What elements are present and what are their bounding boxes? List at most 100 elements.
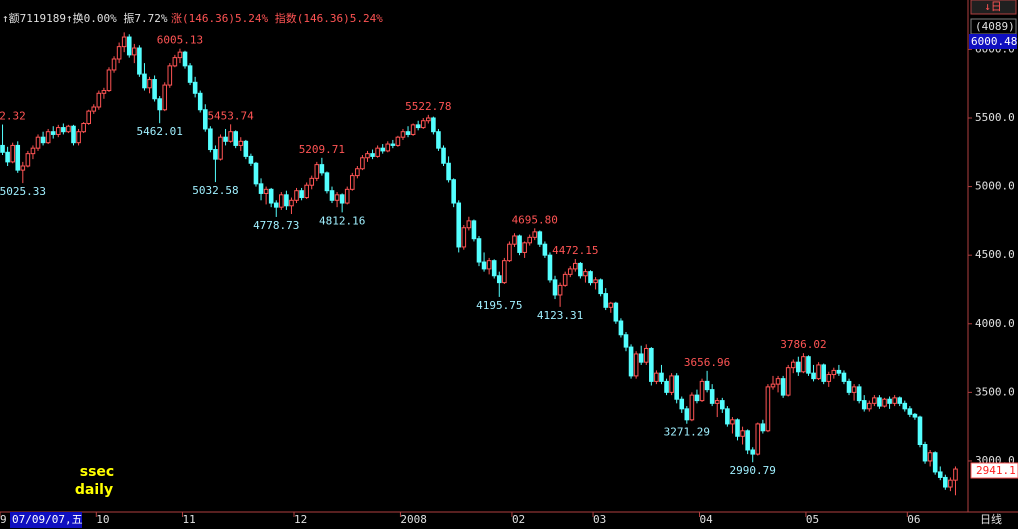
candle-body (598, 279, 603, 295)
candle-body (927, 452, 933, 462)
candle-body (360, 157, 365, 170)
candle-body (826, 374, 832, 382)
extreme-label: 4472.15 (552, 244, 598, 257)
candle-body (836, 369, 842, 374)
candle-body (228, 131, 233, 142)
candle-body (760, 423, 766, 432)
candle-body (902, 402, 908, 410)
candle-body (147, 79, 152, 89)
candle-body (912, 413, 918, 418)
candle-body (415, 124, 421, 129)
candle-body (50, 131, 56, 135)
candle-body (725, 408, 730, 425)
candle-body (694, 394, 700, 402)
candle-body (61, 127, 66, 133)
candle-body (329, 190, 335, 201)
candle-body (243, 140, 249, 157)
candle-body (202, 109, 208, 130)
candle-body (137, 47, 142, 75)
candle-body (420, 120, 426, 129)
candle-body (846, 380, 852, 393)
candle-body (557, 284, 563, 296)
candle-body (324, 172, 330, 192)
candle-body (654, 372, 659, 382)
candle-body (917, 416, 923, 446)
candle-body (811, 372, 816, 380)
candle-body (796, 361, 801, 373)
candle-body (71, 125, 76, 144)
candle-body (674, 375, 679, 400)
candle-body (689, 394, 695, 421)
candle-body (187, 65, 193, 83)
candle-body (385, 143, 391, 152)
extreme-label: 4123.31 (537, 309, 583, 322)
candle-body (775, 378, 781, 385)
candle-body (45, 131, 51, 144)
candle-body (395, 136, 401, 146)
extreme-label: 5462.01 (136, 125, 182, 138)
candle-body (365, 153, 370, 159)
extreme-label: 2990.79 (730, 464, 776, 477)
candle-body (588, 271, 593, 284)
extreme-label: 6005.13 (157, 34, 203, 47)
candle-body (785, 367, 791, 396)
candle-body (643, 347, 649, 363)
candle-body (0, 144, 5, 153)
candle-body (699, 380, 705, 402)
candle-body (649, 347, 654, 382)
extreme-label: 3786.02 (780, 338, 826, 351)
candle-body (55, 127, 61, 135)
candle-body (628, 346, 634, 377)
candle-body (542, 243, 548, 256)
candle-body (496, 275, 502, 284)
candle-body (233, 131, 238, 146)
candle-body (289, 199, 294, 207)
candle-body (659, 372, 664, 382)
candle-body (20, 165, 26, 171)
candle-body (304, 184, 309, 199)
candle-body (208, 128, 213, 151)
candle-body (507, 243, 512, 262)
candle-body (167, 65, 173, 86)
candle-body (66, 125, 71, 133)
candle-body (684, 408, 690, 421)
candle-body (446, 162, 451, 181)
candle-body (730, 419, 735, 425)
candle-body (623, 334, 629, 348)
candle-body (451, 179, 456, 204)
y-tick-label: 4000.0 (975, 317, 1015, 330)
extreme-label: 4778.73 (253, 219, 299, 232)
x-tick-label: 03 (593, 513, 606, 526)
y-tick-label: 4500.0 (975, 248, 1015, 261)
candle-body (522, 242, 527, 253)
extreme-label: 5453.74 (207, 109, 254, 122)
candle-body (426, 117, 431, 122)
candle-body (349, 175, 355, 190)
candle-body (405, 131, 411, 135)
candle-body (182, 51, 188, 67)
plot-area: 3000.03500.04000.04500.05000.05500.06000… (0, 17, 1015, 496)
candle-body (664, 380, 669, 393)
candle-body (866, 402, 872, 410)
candle-body (410, 124, 416, 135)
candle-body (370, 153, 375, 157)
candle-body (851, 386, 857, 393)
candle-body (547, 254, 553, 281)
extreme-label: 5522.78 (405, 100, 451, 113)
candle-body (339, 194, 345, 204)
x-tick-label: 10 (96, 513, 109, 526)
candle-body (152, 79, 157, 100)
candle-body (299, 190, 304, 199)
x-tick-label: 06 (907, 513, 920, 526)
candle-body (294, 190, 299, 201)
candle-body (248, 155, 254, 164)
candle-body (466, 220, 472, 229)
candle-body (932, 452, 938, 473)
candle-body (537, 231, 543, 245)
candle-body (132, 47, 137, 56)
candle-body (481, 261, 487, 270)
candle-body (284, 194, 289, 207)
candle-body (770, 383, 776, 388)
candle-body (613, 302, 619, 322)
candle-body (486, 260, 492, 270)
